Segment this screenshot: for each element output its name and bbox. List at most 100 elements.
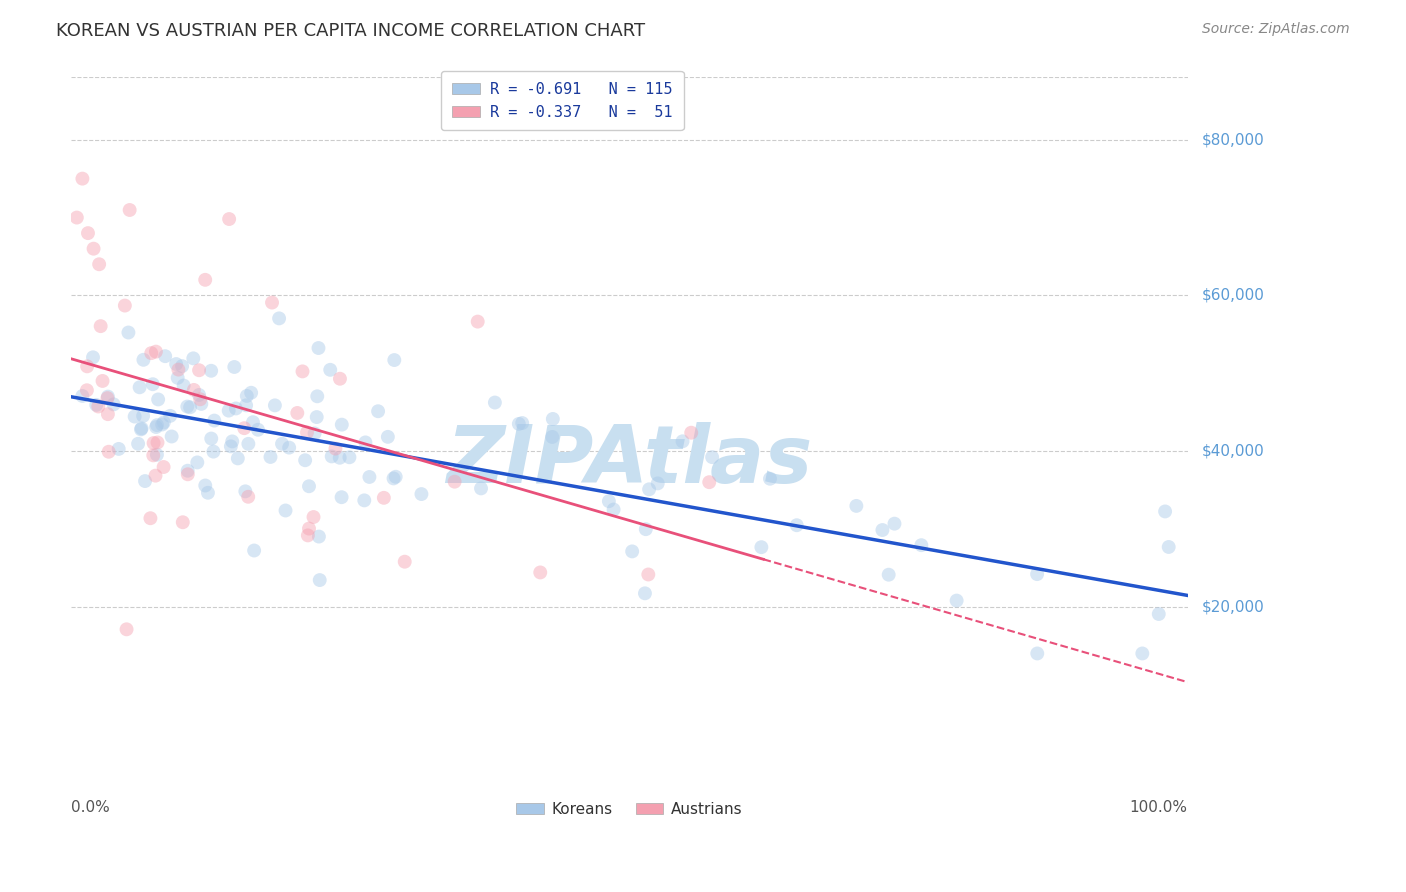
Point bbox=[146, 392, 169, 407]
Point bbox=[145, 344, 167, 359]
Point bbox=[443, 475, 465, 489]
Point bbox=[139, 511, 162, 525]
Text: ZIPAtlas: ZIPAtlas bbox=[446, 422, 813, 500]
Point bbox=[541, 430, 564, 444]
Point bbox=[602, 502, 624, 516]
Point bbox=[308, 573, 330, 587]
Point bbox=[117, 326, 139, 340]
Point bbox=[152, 460, 174, 475]
Point bbox=[97, 390, 120, 404]
Point bbox=[637, 567, 659, 582]
Point bbox=[233, 421, 256, 435]
Point bbox=[166, 371, 188, 385]
Point bbox=[153, 416, 176, 430]
Point bbox=[181, 351, 204, 366]
Point bbox=[529, 566, 551, 580]
Point bbox=[202, 414, 225, 428]
Point bbox=[278, 441, 301, 455]
Point bbox=[382, 471, 405, 485]
Point bbox=[305, 410, 328, 425]
Point bbox=[634, 522, 657, 536]
Point bbox=[247, 423, 270, 437]
Point bbox=[671, 434, 693, 449]
Text: $60,000: $60,000 bbox=[1202, 288, 1264, 303]
Point bbox=[226, 451, 249, 466]
Point bbox=[508, 417, 530, 431]
Point bbox=[72, 389, 94, 403]
Point bbox=[72, 171, 94, 186]
Point bbox=[264, 398, 287, 412]
Point bbox=[84, 398, 107, 412]
Point bbox=[142, 448, 165, 462]
Point bbox=[91, 374, 114, 388]
Point bbox=[681, 425, 703, 440]
Point bbox=[621, 544, 644, 558]
Point bbox=[194, 273, 217, 287]
Point bbox=[484, 395, 506, 409]
Point bbox=[134, 474, 156, 488]
Text: 0.0%: 0.0% bbox=[72, 800, 110, 815]
Point bbox=[242, 415, 264, 429]
Point bbox=[367, 404, 389, 418]
Point bbox=[329, 450, 352, 465]
Point bbox=[225, 401, 247, 416]
Point bbox=[197, 485, 219, 500]
Point bbox=[598, 494, 620, 508]
Point bbox=[285, 406, 308, 420]
Point bbox=[274, 503, 297, 517]
Point bbox=[872, 523, 894, 537]
Point bbox=[319, 363, 342, 377]
Point bbox=[384, 469, 406, 483]
Point bbox=[751, 540, 773, 554]
Point bbox=[236, 389, 259, 403]
Text: $40,000: $40,000 bbox=[1202, 443, 1264, 458]
Point bbox=[173, 378, 195, 392]
Point bbox=[759, 472, 782, 486]
Point bbox=[541, 412, 564, 426]
Point bbox=[377, 430, 399, 444]
Point bbox=[146, 418, 169, 433]
Point bbox=[150, 417, 173, 432]
Point bbox=[76, 359, 98, 374]
Point bbox=[510, 416, 533, 430]
Point bbox=[177, 467, 200, 482]
Point bbox=[118, 202, 141, 217]
Point bbox=[176, 400, 198, 414]
Point bbox=[1130, 647, 1153, 661]
Point bbox=[359, 470, 381, 484]
Text: $80,000: $80,000 bbox=[1202, 132, 1264, 147]
Point bbox=[634, 586, 657, 600]
Point bbox=[702, 450, 724, 464]
Text: KOREAN VS AUSTRIAN PER CAPITA INCOME CORRELATION CHART: KOREAN VS AUSTRIAN PER CAPITA INCOME COR… bbox=[56, 22, 645, 40]
Point bbox=[127, 436, 149, 450]
Point bbox=[89, 257, 111, 271]
Point bbox=[411, 487, 433, 501]
Point bbox=[153, 349, 176, 363]
Point bbox=[1147, 607, 1170, 621]
Point bbox=[302, 510, 325, 524]
Point bbox=[224, 359, 246, 374]
Legend: Koreans, Austrians: Koreans, Austrians bbox=[510, 796, 748, 823]
Point bbox=[1026, 567, 1049, 582]
Point bbox=[1026, 647, 1049, 661]
Point bbox=[221, 434, 243, 449]
Point bbox=[233, 484, 256, 499]
Point bbox=[339, 450, 361, 465]
Point bbox=[647, 476, 669, 491]
Text: Source: ZipAtlas.com: Source: ZipAtlas.com bbox=[1202, 22, 1350, 37]
Point bbox=[194, 478, 217, 492]
Point bbox=[325, 442, 347, 456]
Point bbox=[124, 409, 146, 424]
Point bbox=[179, 401, 201, 415]
Point bbox=[200, 364, 222, 378]
Point bbox=[103, 397, 125, 411]
Point bbox=[132, 409, 155, 423]
Point bbox=[87, 400, 110, 414]
Point bbox=[90, 319, 112, 334]
Point bbox=[259, 450, 281, 464]
Point bbox=[132, 352, 155, 367]
Point bbox=[114, 299, 136, 313]
Point bbox=[129, 422, 152, 436]
Point bbox=[146, 435, 169, 450]
Point bbox=[188, 363, 211, 377]
